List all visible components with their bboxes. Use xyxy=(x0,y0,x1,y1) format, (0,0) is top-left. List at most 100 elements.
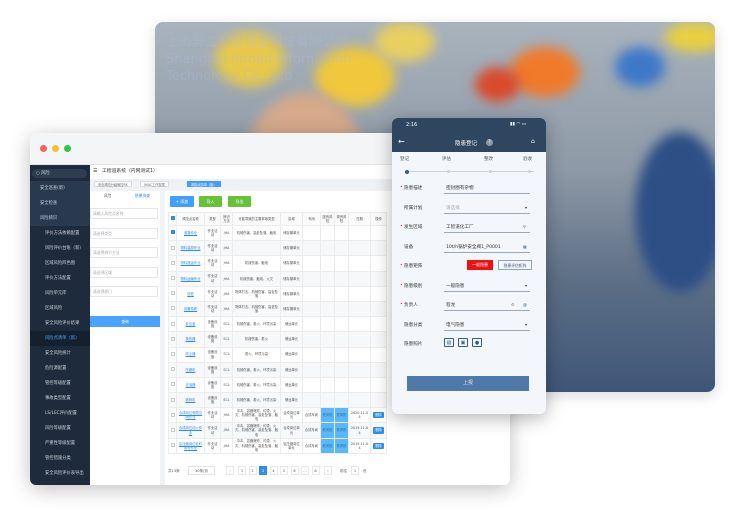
sidebar-item[interactable]: 管控措施分类 xyxy=(45,456,71,461)
tab-item[interactable]: 风险点清单（新） xyxy=(187,181,221,187)
risk-point-link[interactable]: 物料搬运作业 xyxy=(176,255,205,272)
sidebar-search-input[interactable]: ○ 风险 xyxy=(32,169,87,178)
risk-point-link[interactable]: 巡检 xyxy=(176,285,205,302)
field-value[interactable]: 程龙 xyxy=(446,303,456,308)
page-button[interactable]: 4 xyxy=(269,466,278,475)
risk-point-link[interactable]: 物料运输作业 xyxy=(176,270,205,287)
sidebar-item[interactable]: LS/LEC评价配置 xyxy=(45,411,77,416)
filter-input[interactable]: 请选择类型 xyxy=(90,227,158,239)
risk-point-link[interactable]: 物料装卸作业 xyxy=(176,240,205,257)
sidebar-item[interactable]: 管控等级配置 xyxy=(45,381,71,386)
add-video-icon[interactable]: ▣ xyxy=(458,338,468,347)
risk-point-link[interactable]: 设备检修 xyxy=(176,300,205,318)
row-checkbox[interactable] xyxy=(170,291,175,296)
export-button[interactable]: 导出 xyxy=(228,196,251,207)
dropdown-arrow-icon[interactable]: ▾ xyxy=(525,204,528,210)
add-button[interactable]: + 添加 xyxy=(170,196,194,207)
equipment-picker-icon[interactable]: ▦ xyxy=(523,243,527,249)
row-checkbox[interactable] xyxy=(170,351,175,356)
page-button[interactable]: 2 xyxy=(248,466,257,475)
sidebar-item[interactable]: 风险评价台账（新） xyxy=(45,246,84,251)
goto-input[interactable]: 1 xyxy=(351,466,359,475)
minimize-window-button[interactable] xyxy=(52,145,59,152)
filter-tab-hazard[interactable]: 隐患排查 xyxy=(134,193,151,198)
contact-icon[interactable]: @ xyxy=(523,302,527,307)
sidebar-item[interactable]: 安全风险统计 xyxy=(45,351,71,356)
risk-point-link[interactable]: 合成岗位受限空间作业 xyxy=(176,407,205,424)
add-voice-icon[interactable]: ● xyxy=(472,338,482,347)
row-checkbox[interactable] xyxy=(170,382,175,387)
page-button[interactable]: ... xyxy=(301,466,309,475)
row-checkbox[interactable] xyxy=(170,336,175,341)
sidebar-item[interactable]: 危险源配置 xyxy=(45,366,67,371)
query-button[interactable]: 查询 xyxy=(90,316,160,327)
sidebar-item[interactable]: 区域风险 xyxy=(45,306,63,311)
page-button[interactable]: 1 xyxy=(238,466,246,475)
row-checkbox[interactable] xyxy=(170,412,175,417)
add-photo-icon[interactable]: ▧ xyxy=(444,338,454,347)
field-value[interactable]: 10t/h锅炉安全阀1_P0001 xyxy=(446,244,501,250)
sidebar-item[interactable]: 安全检查 xyxy=(30,196,90,211)
risk-point-link[interactable]: 滤油器 xyxy=(176,376,205,394)
hazard-matrix-button[interactable]: 隐患评估矩阵 xyxy=(498,260,532,270)
sidebar-item[interactable]: 严重性等级配置 xyxy=(45,441,76,446)
delete-button[interactable]: 删除 xyxy=(373,442,384,449)
field-value[interactable]: 密封圈有杂物 xyxy=(446,186,474,191)
filter-input[interactable]: 请选择辨识方法 xyxy=(90,247,158,258)
help-icon[interactable]: ? xyxy=(486,139,493,146)
filter-input[interactable]: 请选择区域 xyxy=(90,266,158,278)
location-pin-icon[interactable]: ⚲ xyxy=(523,224,526,229)
submit-button[interactable]: 上报 xyxy=(407,376,529,391)
menu-icon[interactable]: ☰ xyxy=(93,169,98,174)
page-button[interactable]: 5 xyxy=(280,466,288,475)
sidebar-item[interactable]: 风险辨识 xyxy=(30,211,90,226)
risk-point-link[interactable]: 压缩机 xyxy=(176,361,205,378)
sidebar-item[interactable]: 区域风险四色图 xyxy=(45,261,76,266)
row-checkbox[interactable] xyxy=(170,260,175,265)
sidebar-item[interactable]: 评价方法配置 xyxy=(45,276,71,281)
page-button[interactable]: 3 xyxy=(259,466,267,475)
page-button[interactable]: 8 xyxy=(311,466,320,475)
tab-item[interactable]: 安全风险分级管控RE xyxy=(94,181,132,187)
row-checkbox[interactable] xyxy=(170,230,175,235)
sidebar-item[interactable]: 风险单元库 xyxy=(45,291,67,296)
home-icon[interactable]: ⌂ xyxy=(531,138,535,145)
page-size-select[interactable]: 10条/页 xyxy=(188,466,215,475)
field-value[interactable]: 电气隐患 xyxy=(446,322,465,328)
row-checkbox[interactable] xyxy=(170,427,175,432)
sidebar-item[interactable]: 事故类型配置 xyxy=(45,396,71,401)
risk-point-link[interactable]: 道路作业 xyxy=(176,224,205,242)
back-arrow-icon[interactable]: ← xyxy=(398,137,405,146)
sidebar-item[interactable]: 安全巡查(新) xyxy=(30,181,90,196)
filter-input[interactable]: 请输入风险点名称 xyxy=(90,208,158,219)
risk-point-link[interactable]: 合成岗位动火作业 xyxy=(176,422,205,439)
page-button[interactable]: 6 xyxy=(290,466,299,475)
row-checkbox[interactable] xyxy=(170,367,175,372)
row-checkbox[interactable] xyxy=(170,397,175,402)
field-value[interactable]: 一般隐患 xyxy=(446,283,465,289)
delete-button[interactable]: 删除 xyxy=(373,427,384,434)
sidebar-item[interactable]: 风险点清单（新） xyxy=(30,331,90,346)
dropdown-arrow-icon[interactable]: ▾ xyxy=(525,321,528,327)
maximize-window-button[interactable] xyxy=(64,145,71,152)
risk-point-link[interactable]: 除尘器 xyxy=(176,346,205,363)
dropdown-arrow-icon[interactable]: ▾ xyxy=(525,282,528,288)
row-checkbox[interactable] xyxy=(170,306,175,311)
risk-point-link[interactable]: 反应釜 xyxy=(176,316,205,333)
sidebar-item[interactable]: 风险等级配置 xyxy=(45,426,71,431)
import-button[interactable]: 导入 xyxy=(199,196,222,207)
delete-button[interactable]: 删除 xyxy=(373,412,384,419)
filter-input[interactable]: 请选择部门 xyxy=(90,286,158,297)
filter-tab-risk[interactable]: 风险 xyxy=(103,193,112,198)
row-checkbox[interactable] xyxy=(170,321,175,326)
field-value[interactable]: 工智道化工厂 xyxy=(446,225,474,230)
risk-point-link[interactable]: 换热器 xyxy=(176,331,205,348)
close-window-button[interactable] xyxy=(40,145,47,152)
risk-point-link[interactable]: 破碎机 xyxy=(176,392,205,409)
select-all-checkbox[interactable] xyxy=(170,216,175,221)
sidebar-item[interactable]: 安全风险评价结果 xyxy=(45,321,80,326)
sidebar-item[interactable]: 安全风险评价表导出 xyxy=(45,471,84,476)
sidebar-item[interactable]: 评价方法依赖配置 xyxy=(45,231,80,236)
next-page-button[interactable]: › xyxy=(324,466,332,475)
prev-page-button[interactable]: ‹ xyxy=(226,466,234,475)
